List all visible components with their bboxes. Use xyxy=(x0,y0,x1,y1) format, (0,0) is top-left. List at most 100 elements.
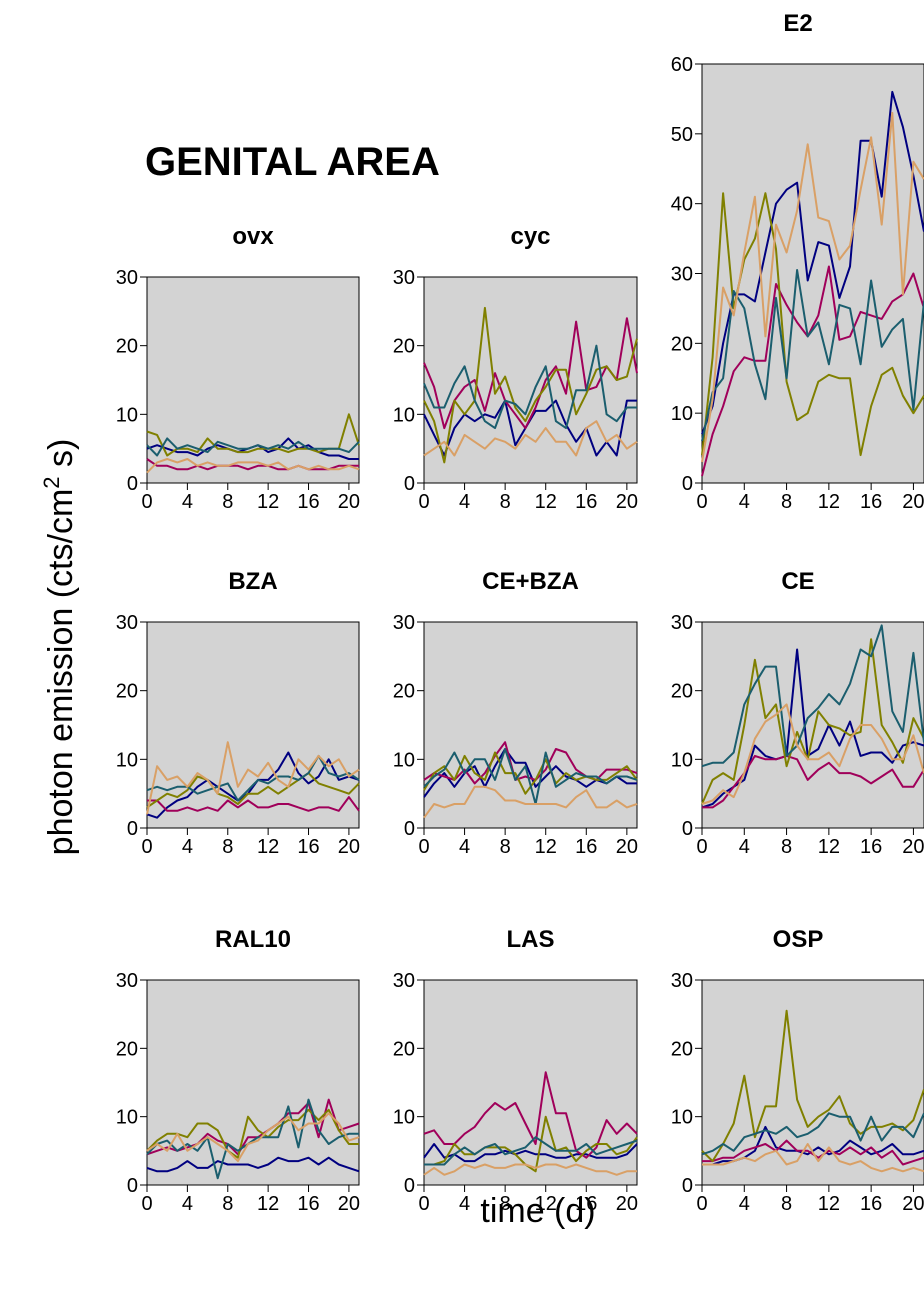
x-tick-label: 4 xyxy=(459,836,470,858)
x-tick-label: 0 xyxy=(418,836,429,858)
x-tick-label: 20 xyxy=(338,836,360,858)
y-tick-label: 10 xyxy=(393,749,415,771)
x-tick-label: 8 xyxy=(500,836,511,858)
series-line-2 xyxy=(423,741,638,785)
x-tick-label: 8 xyxy=(500,1193,511,1215)
y-tick-label: 20 xyxy=(393,1038,415,1060)
series-line-5 xyxy=(146,1112,360,1163)
y-tick-label: 0 xyxy=(404,818,415,840)
y-tick-label: 0 xyxy=(127,473,138,495)
panel-las: LAS 0 10 20 30 0 4 8 12 16 20 xyxy=(393,926,638,1215)
y-tick-label: 30 xyxy=(393,970,415,992)
x-tick-label: 20 xyxy=(338,491,360,513)
x-tick-label: 0 xyxy=(141,836,152,858)
series-line-4 xyxy=(146,754,360,802)
x-tick-label: 0 xyxy=(696,1193,707,1215)
x-tick-label: 4 xyxy=(739,836,750,858)
series-line-5 xyxy=(423,785,638,819)
y-tick-label: 20 xyxy=(671,681,693,703)
y-tick-label: 0 xyxy=(682,1175,693,1197)
y-tick-label: 10 xyxy=(671,403,693,425)
series-line-4 xyxy=(701,624,924,768)
y-tick-label: 10 xyxy=(116,404,138,426)
x-tick-label: 16 xyxy=(297,836,319,858)
series-line-2 xyxy=(423,1071,638,1159)
panel-cyc: cyc 0 10 20 30 0 4 8 12 16 20 xyxy=(393,223,638,513)
y-tick-label: 30 xyxy=(671,264,693,286)
x-tick-label: 8 xyxy=(222,491,233,513)
x-tick-label: 12 xyxy=(535,836,557,858)
panel-title: ovx xyxy=(232,223,274,250)
x-tick-label: 0 xyxy=(696,491,707,513)
x-tick-label: 16 xyxy=(860,1193,882,1215)
x-tick-label: 8 xyxy=(781,1193,792,1215)
series-line-4 xyxy=(146,437,360,457)
plot-area xyxy=(146,979,360,1186)
x-tick-label: 12 xyxy=(818,836,840,858)
x-tick-label: 20 xyxy=(616,836,638,858)
y-tick-label: 0 xyxy=(404,473,415,495)
series-line-1 xyxy=(146,1156,360,1173)
panel-title: E2 xyxy=(783,10,812,37)
x-tick-label: 8 xyxy=(222,1193,233,1215)
series-line-1 xyxy=(423,748,637,798)
series-line-2 xyxy=(147,796,360,812)
x-tick-label: 20 xyxy=(902,836,924,858)
y-tick-label: 0 xyxy=(127,818,138,840)
y-tick-label: 10 xyxy=(393,404,415,426)
series-line-5 xyxy=(423,420,638,457)
panel-bza: BZA 0 10 20 30 0 4 8 12 16 20 xyxy=(116,568,360,858)
x-tick-label: 16 xyxy=(297,1193,319,1215)
series-line-3 xyxy=(701,638,924,805)
series-line-3 xyxy=(146,413,360,457)
y-tick-label: 30 xyxy=(116,267,138,289)
series-line-5 xyxy=(146,458,360,474)
y-tick-label: 20 xyxy=(116,681,138,703)
series-line-4 xyxy=(423,748,638,805)
y-tick-label: 20 xyxy=(671,333,693,355)
x-tick-label: 16 xyxy=(575,1193,597,1215)
panel-title: cyc xyxy=(510,223,550,250)
series-line-1 xyxy=(146,751,360,819)
panel-title: CE xyxy=(781,568,814,595)
x-tick-label: 20 xyxy=(616,491,638,513)
x-tick-label: 0 xyxy=(418,491,429,513)
x-tick-label: 8 xyxy=(781,836,792,858)
y-tick-label: 30 xyxy=(393,267,415,289)
series-line-2 xyxy=(702,754,924,809)
y-tick-label: 20 xyxy=(393,681,415,703)
x-tick-label: 0 xyxy=(141,1193,152,1215)
series-line-5 xyxy=(423,1163,637,1176)
series-line-4 xyxy=(423,344,637,430)
x-tick-label: 4 xyxy=(459,491,470,513)
y-tick-label: 10 xyxy=(671,749,693,771)
y-tick-label: 20 xyxy=(671,1038,693,1060)
y-tick-label: 0 xyxy=(127,1175,138,1197)
x-tick-label: 16 xyxy=(860,491,882,513)
y-tick-label: 30 xyxy=(671,612,693,634)
series-line-5 xyxy=(702,1143,924,1173)
y-tick-label: 60 xyxy=(671,54,693,76)
x-tick-label: 16 xyxy=(297,491,319,513)
x-tick-label: 12 xyxy=(257,836,279,858)
y-tick-label: 10 xyxy=(116,1107,138,1129)
x-tick-label: 20 xyxy=(902,491,924,513)
x-tick-label: 0 xyxy=(418,1193,429,1215)
panel-ce: CE 0 10 20 30 0 4 8 12 16 20 xyxy=(671,568,924,858)
y-axis-label: photon emission (cts/cm2 s) xyxy=(39,439,80,856)
x-tick-label: 4 xyxy=(182,491,193,513)
panel-e2: E2 0 10 20 30 40 50 60 0 4 8 12 16 20 xyxy=(671,10,924,513)
y-tick-label: 30 xyxy=(116,612,138,634)
series-line-4 xyxy=(701,1112,924,1156)
series-line-2 xyxy=(146,458,359,471)
y-tick-label: 30 xyxy=(393,612,415,634)
y-tick-label: 50 xyxy=(671,124,693,146)
y-tick-label: 0 xyxy=(404,1175,415,1197)
x-tick-label: 12 xyxy=(257,1193,279,1215)
y-tick-label: 20 xyxy=(116,1038,138,1060)
x-tick-label: 4 xyxy=(739,1193,750,1215)
y-tick-label: 0 xyxy=(682,818,693,840)
series-line-4 xyxy=(424,1136,638,1166)
panel-title: OSP xyxy=(773,926,824,953)
